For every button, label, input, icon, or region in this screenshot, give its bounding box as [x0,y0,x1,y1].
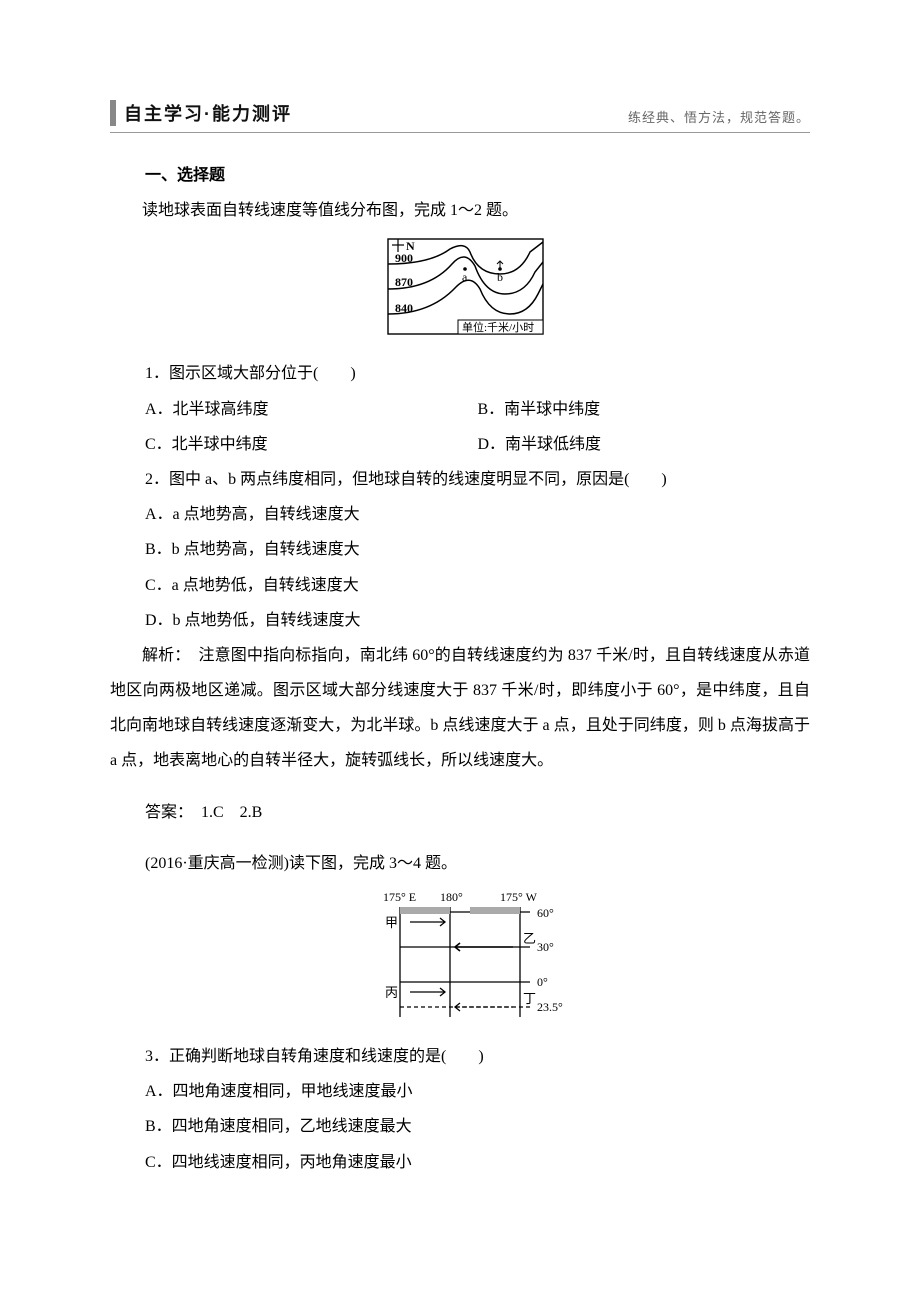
intro-2: (2016·重庆高一检测)读下图，完成 3～4 题。 [145,846,810,881]
q1-opt-a: A．北半球高纬度 [145,392,478,427]
page: 自主学习·能力测评 练经典、悟方法，规范答题。 一、选择题 读地球表面自转线速度… [0,0,920,1240]
q1-opt-c: C．北半球中纬度 [145,427,478,462]
explain-1: 解析： 注意图中指向标指向，南北纬 60°的自转线速度约为 837 千米/时，且… [110,638,810,779]
q1-opt-d: D．南半球低纬度 [478,427,811,462]
contour-870: 870 [395,275,413,289]
lat-60: 60° [537,906,554,920]
lon-175e: 175° E [383,890,416,904]
q1-stem: 1．图示区域大部分位于( ) [145,356,810,391]
q1-row1: A．北半球高纬度 B．南半球中纬度 [145,392,810,427]
point-b: b [497,270,503,284]
q3-opt-c: C．四地线速度相同，丙地角速度最小 [145,1145,810,1180]
section-title: 一、选择题 [110,158,810,193]
figure-1: N 900 870 840 a b 单位:千米/小时 [110,234,810,344]
q3-opt-a: A．四地角速度相同，甲地线速度最小 [145,1074,810,1109]
contour-840: 840 [395,301,413,315]
label-bing: 丙 [385,985,398,1000]
header: 自主学习·能力测评 练经典、悟方法，规范答题。 [110,100,810,133]
q3-opt-b: B．四地角速度相同，乙地线速度最大 [145,1109,810,1144]
q2-opt-b: B．b 点地势高，自转线速度大 [145,532,810,567]
figure-2: 175° E 180° 175° W 60° 30° 0° 23.5° 甲 乙 [110,887,810,1027]
grid-svg: 175° E 180° 175° W 60° 30° 0° 23.5° 甲 乙 [345,887,575,1027]
q2-opt-c: C．a 点地势低，自转线速度大 [145,568,810,603]
point-a: a [462,270,468,284]
label-yi: 乙 [523,931,536,946]
section-title-text: 一、选择题 [145,167,225,184]
contour-900: 900 [395,251,413,265]
label-ding: 丁 [523,991,536,1006]
contour-svg: N 900 870 840 a b 单位:千米/小时 [370,234,550,344]
lat-23: 23.5° [537,1000,563,1014]
intro-1: 读地球表面自转线速度等值线分布图，完成 1～2 题。 [110,193,810,228]
q3-stem: 3．正确判断地球自转角速度和线速度的是( ) [145,1039,810,1074]
q1-row2: C．北半球中纬度 D．南半球低纬度 [145,427,810,462]
q2-stem: 2．图中 a、b 两点纬度相同，但地球自转的线速度明显不同，原因是( ) [145,462,810,497]
q1-opt-b: B．南半球中纬度 [478,392,811,427]
answer-1: 答案： 1.C 2.B [145,795,810,830]
header-subtitle: 练经典、悟方法，规范答题。 [628,107,810,126]
q2-opt-a: A．a 点地势高，自转线速度大 [145,497,810,532]
lat-0: 0° [537,975,548,989]
header-title: 自主学习·能力测评 [110,100,292,126]
label-jia: 甲 [385,915,398,930]
unit-label: 单位:千米/小时 [462,320,534,334]
lon-175w: 175° W [500,890,538,904]
lon-180: 180° [440,890,463,904]
lat-30: 30° [537,940,554,954]
q2-opt-d: D．b 点地势低，自转线速度大 [145,603,810,638]
